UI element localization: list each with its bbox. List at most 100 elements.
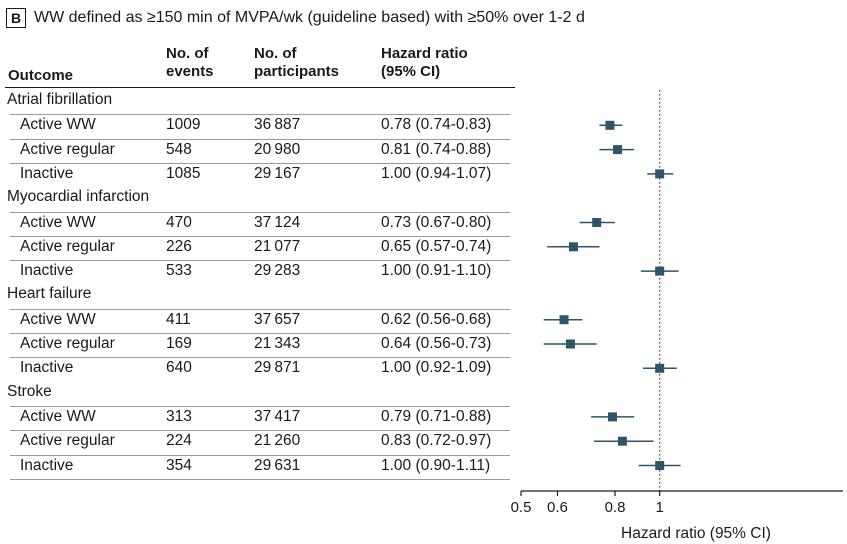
header-hazard-ratio: Hazard ratio (95% CI) xyxy=(381,45,468,81)
hazard-ratio-cell: 1.00 (0.92-1.09) xyxy=(381,359,492,377)
hazard-ratio-cell: 0.81 (0.74-0.88) xyxy=(381,140,492,158)
participants-cell: 29 167 xyxy=(254,164,301,182)
events-cell: 533 xyxy=(166,262,192,280)
row-label: Active WW xyxy=(20,213,96,231)
hr-point-marker xyxy=(617,436,627,446)
row-separator xyxy=(10,235,510,237)
header-hr-line2: (95% CI) xyxy=(381,63,441,80)
table-row: Active regular 169 21 343 0.64 (0.56-0.73) xyxy=(5,332,515,356)
row-label: Active WW xyxy=(20,116,96,134)
hr-point-marker xyxy=(565,339,575,349)
header-rule xyxy=(5,87,515,88)
x-tick-label: 1 xyxy=(656,499,664,516)
row-label: Inactive xyxy=(20,456,74,474)
table-row: Active regular 226 21 077 0.65 (0.57-0.74) xyxy=(5,235,515,259)
x-axis-label: Hazard ratio (95% CI) xyxy=(621,525,771,542)
events-cell: 224 xyxy=(166,432,192,450)
participants-cell: 21 077 xyxy=(254,237,301,255)
row-separator xyxy=(10,430,510,432)
hr-point-marker xyxy=(655,363,665,373)
hr-point-marker xyxy=(655,461,665,470)
hr-point-marker xyxy=(655,169,665,179)
row-separator xyxy=(10,478,510,480)
row-separator xyxy=(10,454,510,456)
table-row: Active WW 470 37 124 0.73 (0.67-0.80) xyxy=(5,211,515,235)
events-cell: 470 xyxy=(166,213,192,231)
hazard-ratio-cell: 0.62 (0.56-0.68) xyxy=(381,310,492,328)
hr-point-marker xyxy=(613,145,623,155)
row-separator xyxy=(10,211,510,213)
row-label: Inactive xyxy=(20,359,74,377)
row-label: Active regular xyxy=(20,335,115,352)
events-cell: 354 xyxy=(166,456,192,474)
panel-letter: B xyxy=(6,8,26,28)
header-events-line1: No. of xyxy=(166,45,209,62)
outcome-group-row: Myocardial infarction xyxy=(5,186,515,210)
row-label: Active WW xyxy=(20,310,96,328)
participants-cell: 21 343 xyxy=(254,335,301,352)
outcome-group-row: Heart failure xyxy=(5,283,515,307)
header-hr-line1: Hazard ratio xyxy=(381,45,468,62)
row-separator xyxy=(10,138,510,140)
row-separator xyxy=(10,114,510,116)
panel-header: B WW defined as ≥150 min of MVPA/wk (gui… xyxy=(6,6,585,30)
hazard-ratio-cell: 1.00 (0.91-1.10) xyxy=(381,262,492,280)
events-cell: 313 xyxy=(166,407,192,425)
outcome-group-label: Myocardial infarction xyxy=(7,188,150,206)
table-row: Inactive 533 29 283 1.00 (0.91-1.10) xyxy=(5,259,515,283)
outcome-group-label: Atrial fibrillation xyxy=(7,91,113,108)
events-cell: 411 xyxy=(166,310,191,328)
events-cell: 169 xyxy=(166,335,192,352)
hazard-ratio-cell: 0.79 (0.71-0.88) xyxy=(381,407,492,425)
participants-cell: 36 887 xyxy=(254,116,301,134)
row-label: Active regular xyxy=(20,237,115,255)
row-separator xyxy=(10,162,510,164)
outcome-group-row: Atrial fibrillation xyxy=(5,89,515,113)
participants-cell: 20 980 xyxy=(254,140,301,158)
header-events-line2: events xyxy=(166,63,214,80)
table-row: Inactive 1085 29 167 1.00 (0.94-1.07) xyxy=(5,162,515,186)
participants-cell: 29 631 xyxy=(254,456,301,474)
row-separator xyxy=(10,260,510,262)
row-separator xyxy=(10,333,510,334)
outcome-group-row: Stroke xyxy=(5,381,515,405)
hr-point-marker xyxy=(655,266,665,276)
header-outcome: Outcome xyxy=(8,67,74,84)
participants-cell: 29 283 xyxy=(254,262,301,280)
x-tick-label: 0.5 xyxy=(511,499,532,516)
outcome-group-label: Stroke xyxy=(7,382,52,400)
row-separator xyxy=(10,357,510,359)
row-separator xyxy=(10,405,510,407)
participants-cell: 21 260 xyxy=(254,432,301,450)
header-participants-line1: No. of xyxy=(254,45,297,62)
events-cell: 548 xyxy=(166,140,192,158)
hr-point-marker xyxy=(568,242,578,252)
hazard-ratio-cell: 0.64 (0.56-0.73) xyxy=(381,335,492,352)
table-row: Inactive 640 29 871 1.00 (0.92-1.09) xyxy=(5,356,515,380)
table-row: Active regular 224 21 260 0.83 (0.72-0.97) xyxy=(5,429,515,453)
x-tick-label: 0.8 xyxy=(605,499,626,516)
participants-cell: 37 417 xyxy=(254,407,301,425)
events-cell: 1009 xyxy=(166,116,201,134)
row-label: Inactive xyxy=(20,262,74,280)
row-label: Active WW xyxy=(20,407,96,425)
participants-cell: 37 657 xyxy=(254,310,301,328)
row-separator xyxy=(10,308,510,310)
row-label: Inactive xyxy=(20,164,74,182)
table-row: Active regular 548 20 980 0.81 (0.74-0.88) xyxy=(5,138,515,162)
table-row: Active WW 411 37 657 0.62 (0.56-0.68) xyxy=(5,308,515,332)
row-label: Active regular xyxy=(20,432,115,450)
panel-title: WW defined as ≥150 min of MVPA/wk (guide… xyxy=(34,9,585,26)
outcome-group-label: Heart failure xyxy=(7,285,92,303)
events-cell: 640 xyxy=(166,359,192,377)
header-participants: No. of participants xyxy=(254,45,339,81)
table-row: Active WW 313 37 417 0.79 (0.71-0.88) xyxy=(5,405,515,429)
participants-cell: 37 124 xyxy=(254,213,301,231)
x-tick-label: 0.6 xyxy=(547,499,568,516)
events-cell: 226 xyxy=(166,237,192,255)
participants-cell: 29 871 xyxy=(254,359,301,377)
table-row: Active WW 1009 36 887 0.78 (0.74-0.83) xyxy=(5,113,515,137)
hazard-ratio-cell: 0.73 (0.67-0.80) xyxy=(381,213,492,231)
hazard-ratio-cell: 0.65 (0.57-0.74) xyxy=(381,237,492,255)
